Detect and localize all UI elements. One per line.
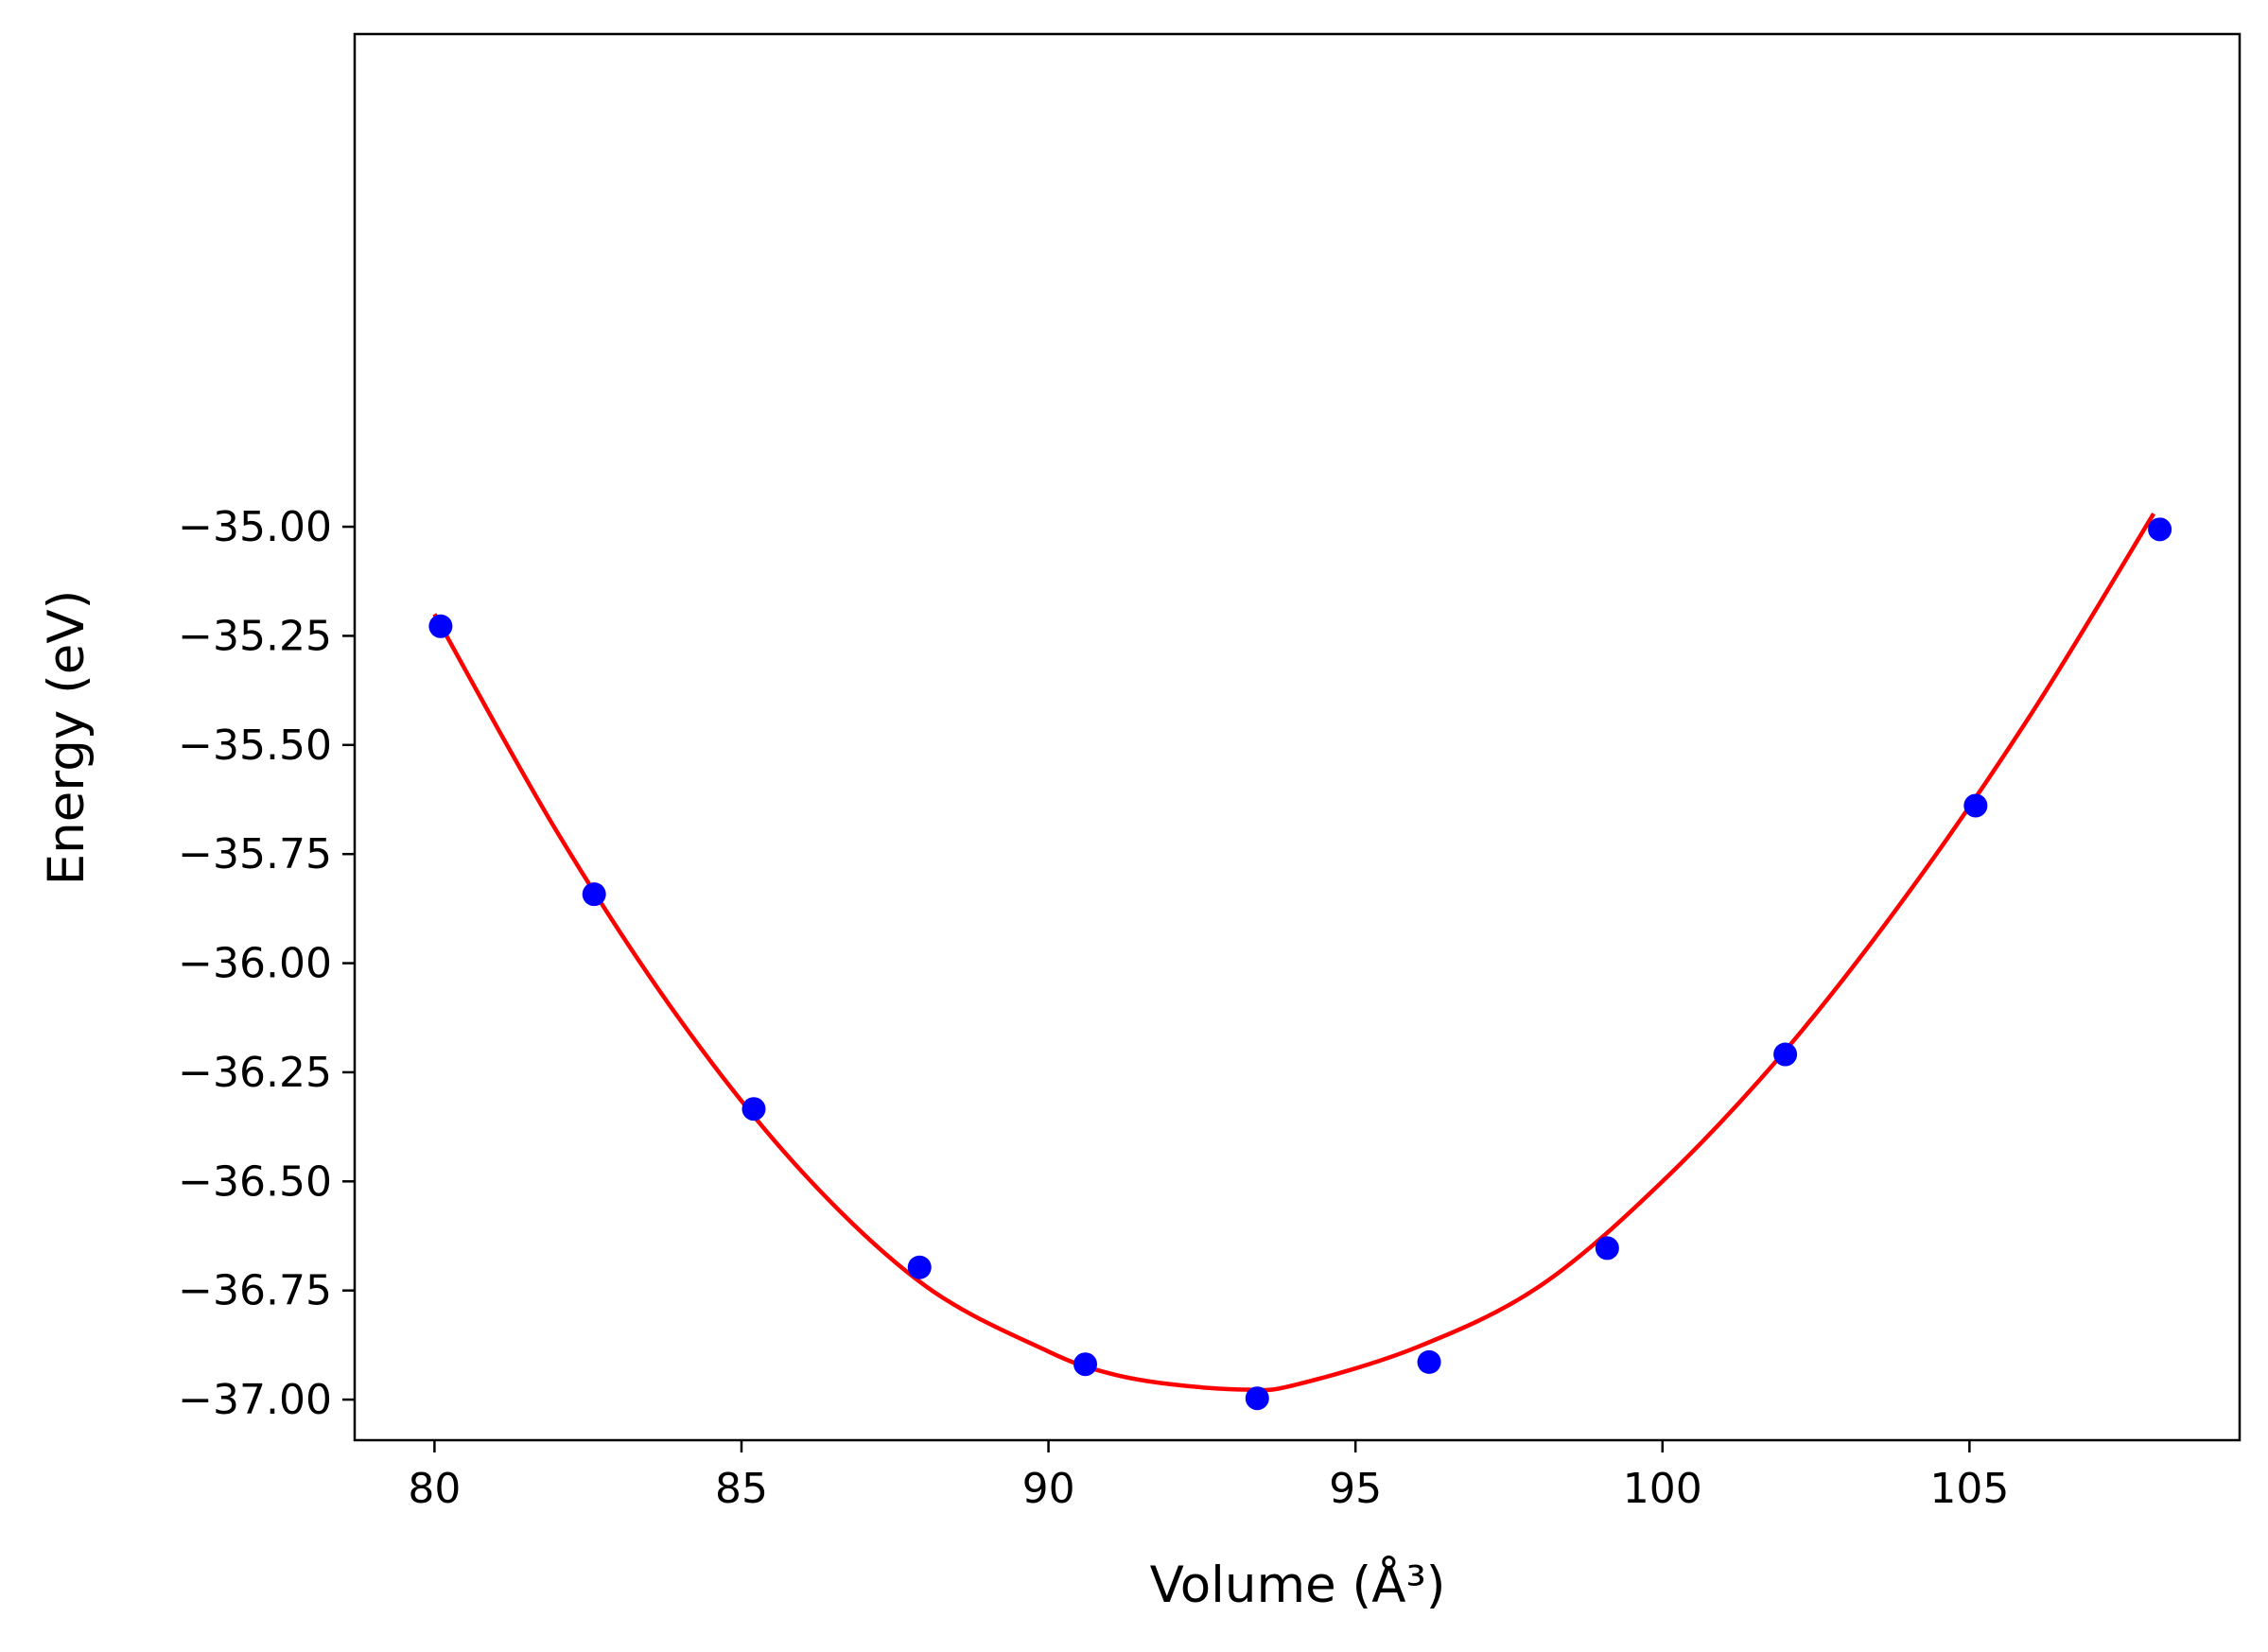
x-tick-label: 100	[1623, 1465, 1702, 1513]
x-tick-label: 80	[408, 1465, 461, 1513]
y-tick-label: −37.00	[178, 1376, 332, 1424]
y-tick-label: −36.75	[178, 1267, 332, 1315]
data-point	[428, 614, 453, 638]
data-point	[1417, 1349, 1441, 1374]
x-tick-label: 105	[1929, 1465, 2009, 1513]
x-tick-label: 90	[1022, 1465, 1075, 1513]
x-axis-label: Volume (Å³)	[1150, 1554, 1446, 1614]
y-tick-label: −35.25	[178, 612, 332, 660]
y-tick-label: −36.50	[178, 1157, 332, 1206]
data-point	[907, 1255, 932, 1279]
data-point	[1963, 793, 1988, 818]
y-tick-label: −36.25	[178, 1049, 332, 1097]
axes-frame	[353, 32, 2242, 1442]
x-tick-label: 95	[1329, 1465, 1382, 1513]
y-tick-label: −35.00	[178, 503, 332, 551]
x-tick-label: 85	[715, 1465, 768, 1513]
data-point	[1073, 1352, 1098, 1377]
y-tick-label: −35.75	[178, 830, 332, 878]
data-point	[1245, 1386, 1269, 1411]
data-point	[2148, 517, 2172, 542]
y-axis-label: Energy (eV)	[38, 590, 96, 886]
data-point	[741, 1097, 766, 1122]
data-point	[582, 882, 606, 907]
y-axis: −35.00 −35.25 −35.50 −35.75 −36.00 −36.25 −36.…	[178, 503, 355, 1424]
x-axis: 80 85 90 95 100 105	[408, 1440, 2009, 1513]
data-point	[1595, 1236, 1619, 1261]
y-tick-label: −35.50	[178, 722, 332, 770]
data-point	[1773, 1042, 1798, 1067]
y-tick-label: −36.00	[178, 940, 332, 988]
